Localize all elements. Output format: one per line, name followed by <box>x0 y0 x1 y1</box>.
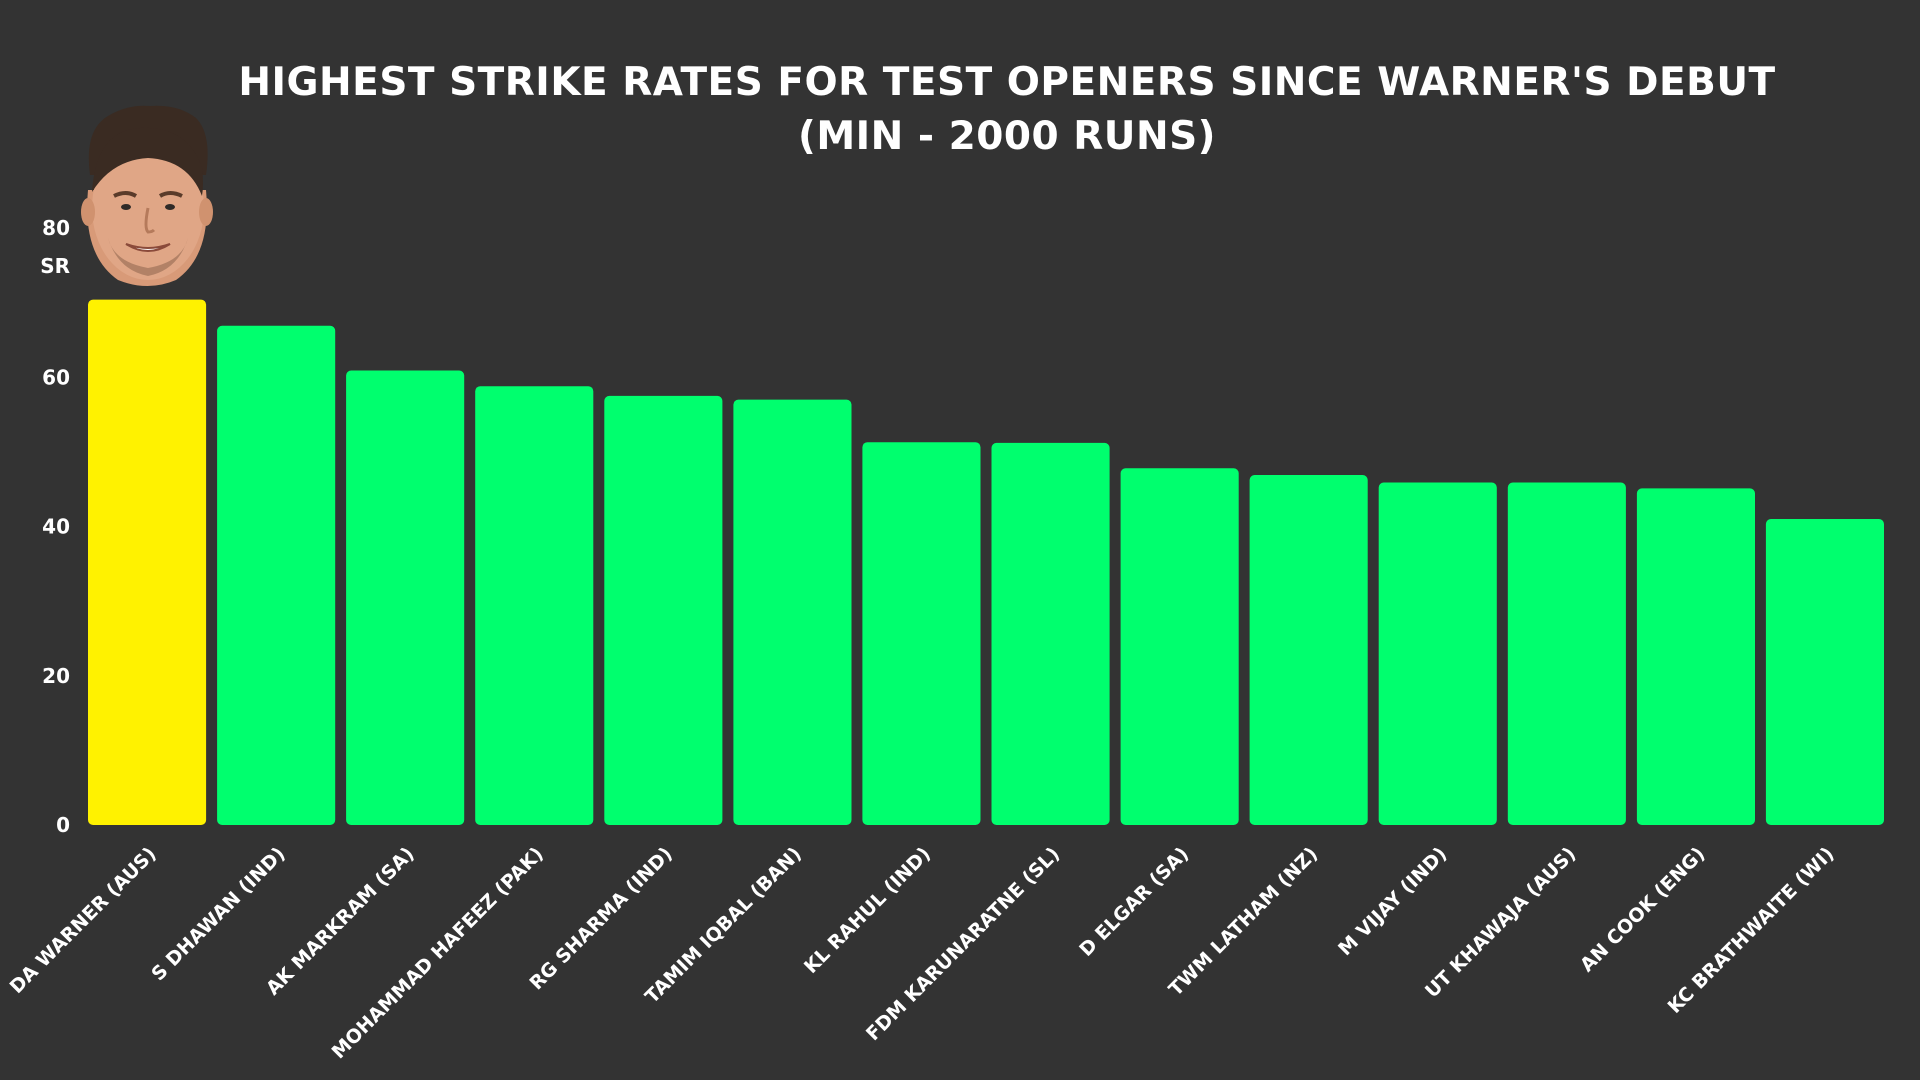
bar <box>217 325 336 825</box>
x-tick-label: DA WARNER (AUS) <box>6 843 161 998</box>
bar <box>475 386 594 825</box>
x-tick-label: KL RAHUL (IND) <box>800 843 935 978</box>
y-tick-label: 60 <box>42 365 70 389</box>
bar <box>1636 488 1755 825</box>
x-tick-label: D ELGAR (SA) <box>1075 843 1193 961</box>
x-tick-label: M VIJAY (IND) <box>1334 843 1451 960</box>
x-tick-label: MOHAMMAD HAFEEZ (PAK) <box>328 843 548 1063</box>
x-axis-labels: DA WARNER (AUS)S DHAWAN (IND)AK MARKRAM … <box>6 843 1839 1063</box>
bar <box>1249 475 1368 825</box>
bar <box>862 442 981 825</box>
chart-title: HIGHEST STRIKE RATES FOR TEST OPENERS SI… <box>238 60 1775 105</box>
x-tick-label: RG SHARMA (IND) <box>525 843 676 994</box>
bar <box>604 395 723 825</box>
x-tick-label: UT KHAWAJA (AUS) <box>1421 843 1580 1002</box>
x-tick-label: S DHAWAN (IND) <box>147 843 289 985</box>
y-tick-label: 80 <box>42 216 70 240</box>
bar <box>1378 482 1497 825</box>
x-tick-label: TWM LATHAM (NZ) <box>1165 843 1323 1001</box>
bar <box>88 299 207 826</box>
bar <box>1507 482 1626 825</box>
bar <box>346 370 465 825</box>
bar <box>1765 519 1884 825</box>
bar <box>1120 468 1239 825</box>
y-tick-label: 0 <box>56 813 70 837</box>
y-axis-label: SR <box>40 254 70 278</box>
y-axis-ticks: 0 20 40 60 80 <box>42 216 70 837</box>
bars-group <box>88 299 1884 826</box>
y-tick-label: 20 <box>42 664 70 688</box>
player-avatar <box>81 105 213 286</box>
bar <box>733 399 852 825</box>
x-tick-label: AK MARKRAM (SA) <box>262 843 419 1000</box>
y-tick-label: 40 <box>42 515 70 539</box>
chart-subtitle: (MIN - 2000 RUNS) <box>798 114 1216 159</box>
x-tick-label: AN COOK (ENG) <box>1576 843 1709 976</box>
bar <box>991 442 1110 825</box>
